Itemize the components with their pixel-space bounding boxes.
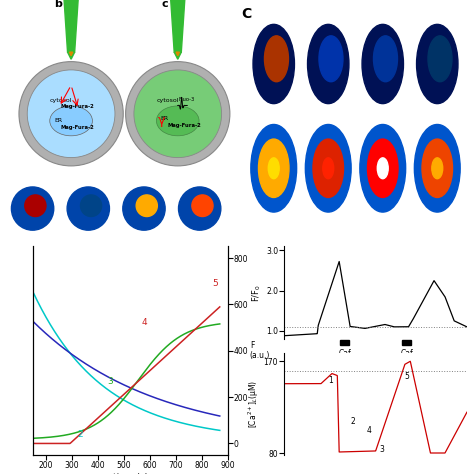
Text: b: b (55, 0, 63, 9)
Bar (402, 340, 411, 346)
Circle shape (179, 187, 221, 230)
Text: Mag-Fura-2: Mag-Fura-2 (167, 123, 201, 128)
Text: 2: 2 (13, 182, 18, 188)
Circle shape (374, 36, 398, 82)
Text: Fluo-3: Fluo-3 (179, 97, 195, 102)
Circle shape (253, 24, 294, 104)
Circle shape (67, 187, 109, 230)
Text: Fluo-3: Fluo-3 (186, 0, 198, 18)
Text: Fluo-3: Fluo-3 (80, 0, 91, 18)
Circle shape (313, 139, 344, 198)
Bar (340, 340, 349, 346)
Circle shape (25, 195, 46, 217)
Y-axis label: [Ca$^{2+}$]$_L$(μM): [Ca$^{2+}$]$_L$(μM) (246, 380, 261, 428)
Text: Caf: Caf (401, 348, 413, 357)
Circle shape (323, 158, 334, 179)
Polygon shape (63, 0, 80, 52)
Y-axis label: F/F$_0$: F/F$_0$ (251, 284, 263, 301)
Polygon shape (176, 52, 179, 56)
Circle shape (81, 195, 101, 217)
Text: γ: γ (157, 114, 165, 128)
Ellipse shape (27, 70, 115, 158)
Circle shape (264, 36, 289, 82)
Circle shape (319, 36, 343, 82)
Text: 5: 5 (212, 279, 218, 288)
Text: 3: 3 (379, 445, 384, 454)
Circle shape (268, 158, 279, 179)
Text: 1: 1 (328, 376, 333, 385)
Circle shape (377, 158, 388, 179)
Circle shape (136, 195, 157, 217)
Text: 2: 2 (77, 430, 83, 439)
Text: c: c (161, 0, 168, 9)
Text: 3: 3 (362, 24, 366, 28)
Text: cytosol: cytosol (156, 98, 179, 103)
Polygon shape (170, 0, 186, 52)
Circle shape (11, 187, 54, 230)
Text: Mag-Fura-2: Mag-Fura-2 (61, 104, 94, 109)
Circle shape (428, 36, 452, 82)
Text: 3: 3 (69, 182, 73, 188)
Text: Caf: Caf (338, 348, 351, 357)
Circle shape (305, 125, 351, 212)
Y-axis label: F
(a.u.): F (a.u.) (250, 341, 270, 360)
Text: 5: 5 (405, 372, 410, 381)
Ellipse shape (19, 62, 123, 166)
Circle shape (432, 158, 443, 179)
Ellipse shape (126, 62, 230, 166)
Ellipse shape (134, 70, 222, 158)
Ellipse shape (156, 106, 199, 136)
Circle shape (362, 24, 403, 104)
Text: ER: ER (54, 118, 62, 123)
Circle shape (367, 139, 398, 198)
Circle shape (123, 187, 165, 230)
Text: 2: 2 (350, 418, 355, 427)
Text: C: C (242, 7, 252, 21)
Circle shape (417, 24, 458, 104)
Text: 2: 2 (308, 24, 311, 28)
Circle shape (192, 195, 213, 217)
Ellipse shape (50, 106, 92, 136)
Circle shape (360, 125, 406, 212)
Text: 5: 5 (180, 182, 184, 188)
Polygon shape (174, 52, 182, 59)
Text: 4: 4 (366, 426, 372, 435)
Circle shape (251, 125, 297, 212)
Circle shape (422, 139, 453, 198)
Circle shape (258, 139, 289, 198)
X-axis label: time (s): time (s) (113, 473, 148, 474)
Text: 4: 4 (142, 318, 147, 327)
Circle shape (308, 24, 349, 104)
Polygon shape (68, 52, 75, 59)
Polygon shape (70, 52, 73, 56)
Circle shape (414, 125, 460, 212)
Text: cytosol: cytosol (50, 98, 72, 103)
Text: Mag-Fura-2: Mag-Fura-2 (61, 125, 94, 130)
Text: ER: ER (161, 116, 169, 121)
Text: 4: 4 (417, 24, 420, 28)
Text: 4: 4 (125, 182, 129, 188)
Text: 3: 3 (107, 377, 113, 386)
Text: 1: 1 (253, 24, 257, 28)
